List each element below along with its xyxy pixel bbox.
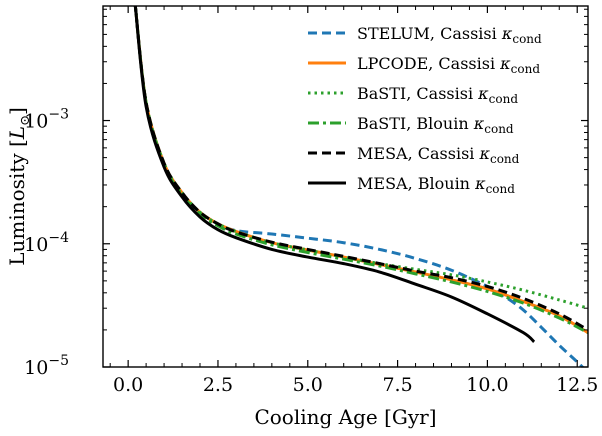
series-line-0	[133, 6, 585, 367]
legend-label-3: BaSTI, Blouin κcond	[357, 114, 514, 136]
y-tick-label: 10−3	[24, 107, 69, 133]
y-tick-label: 10−4	[24, 230, 69, 256]
legend-label-0: STELUM, Cassisi κcond	[357, 24, 542, 46]
chart-curves	[133, 6, 588, 367]
y-axis-ticks: 10−5 10−4 10−3	[24, 8, 588, 379]
y-axis-label: Luminosity [L⊙]	[5, 107, 33, 266]
series-line-4	[133, 6, 588, 332]
x-tick-label: 10.0	[466, 374, 508, 396]
x-tick-label: 5.0	[293, 374, 323, 396]
x-tick-label: 7.5	[382, 374, 412, 396]
y-tick-label: 10−5	[24, 353, 69, 379]
legend-label-2: BaSTI, Cassisi κcond	[357, 84, 518, 106]
x-axis-label: Cooling Age [Gyr]	[254, 405, 436, 429]
legend-label-1: LPCODE, Cassisi κcond	[357, 54, 540, 76]
x-tick-label: 0.0	[113, 374, 143, 396]
chart-legend: STELUM, Cassisi κcond LPCODE, Cassisi κco…	[308, 24, 542, 196]
legend-label-4: MESA, Cassisi κcond	[357, 144, 520, 166]
legend-label-5: MESA, Blouin κcond	[357, 174, 515, 196]
x-tick-label: 2.5	[203, 374, 233, 396]
series-line-2	[133, 6, 588, 310]
x-tick-label: 12.5	[556, 374, 598, 396]
x-axis-ticks: 0.0 2.5 5.0 7.5 10.0 12.5	[109, 6, 598, 396]
series-line-5	[133, 6, 536, 343]
plot-frame	[102, 5, 589, 368]
